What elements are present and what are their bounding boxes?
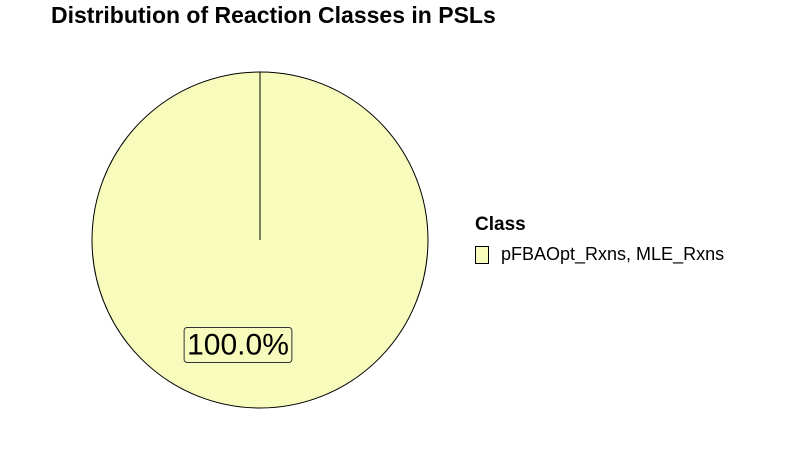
data-label: 100.0%: [187, 329, 289, 362]
legend-item: pFBAOpt_Rxns, MLE_Rxns: [475, 244, 724, 265]
legend: Class pFBAOpt_Rxns, MLE_Rxns: [475, 214, 724, 265]
legend-swatch: [475, 245, 489, 264]
data-label-box: [183, 327, 293, 363]
chart-title: Distribution of Reaction Classes in PSLs: [51, 2, 496, 28]
legend-title: Class: [475, 214, 526, 235]
legend-label: pFBAOpt_Rxns, MLE_Rxns: [501, 244, 725, 264]
